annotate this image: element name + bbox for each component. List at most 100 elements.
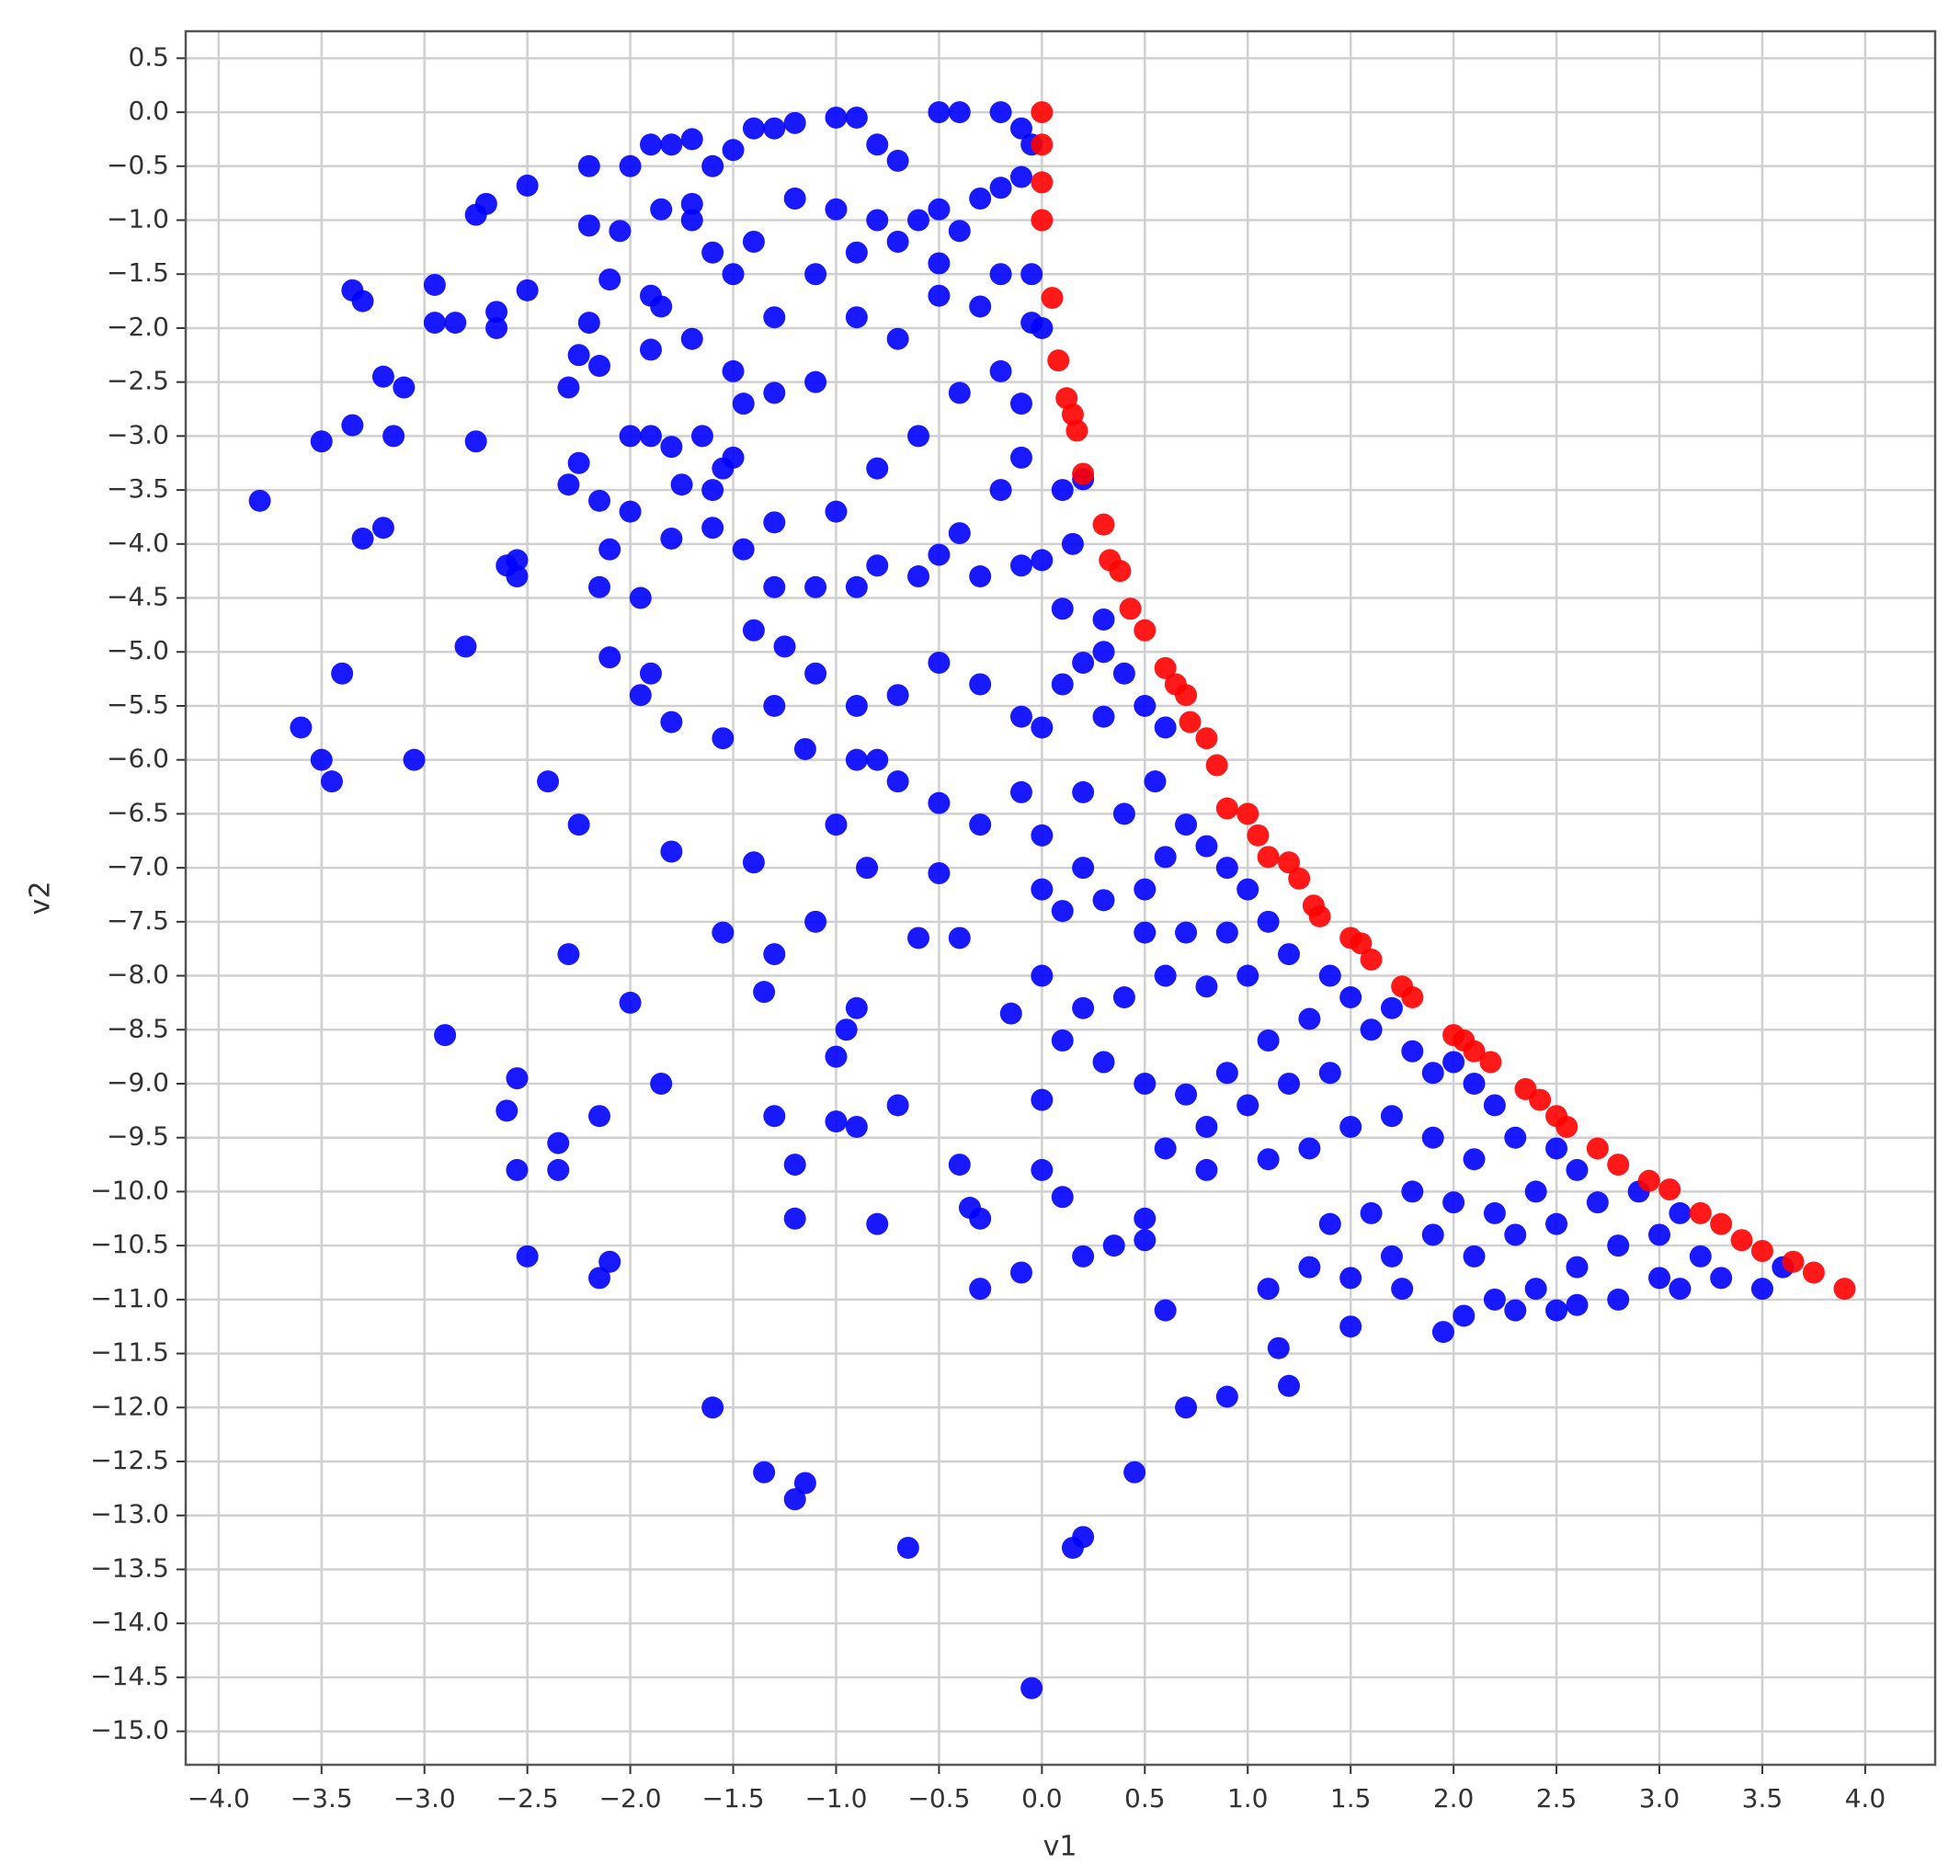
- point: [1134, 1207, 1157, 1230]
- point: [567, 813, 590, 836]
- point: [825, 106, 848, 129]
- point: [1134, 619, 1157, 642]
- point: [866, 209, 889, 232]
- point: [763, 575, 786, 598]
- y-tick-label: −13.0: [90, 1499, 169, 1529]
- point: [567, 344, 590, 367]
- point: [1092, 513, 1115, 536]
- point: [763, 381, 786, 404]
- x-tick-label: −3.5: [291, 1783, 353, 1813]
- point: [1545, 1299, 1568, 1322]
- point: [1061, 532, 1084, 555]
- point: [660, 711, 683, 733]
- point: [1463, 1148, 1486, 1171]
- point: [712, 727, 735, 750]
- point: [969, 295, 992, 318]
- point: [1257, 910, 1280, 933]
- point: [969, 673, 992, 696]
- point: [928, 861, 951, 884]
- point: [1072, 1245, 1095, 1268]
- point: [722, 446, 745, 469]
- point: [1607, 1154, 1630, 1177]
- point: [1134, 694, 1157, 717]
- point: [1298, 1256, 1321, 1279]
- point: [989, 263, 1012, 286]
- point: [1710, 1267, 1733, 1290]
- point: [660, 840, 683, 863]
- point: [1236, 1094, 1259, 1117]
- point: [1401, 1180, 1424, 1203]
- point: [1236, 964, 1259, 987]
- point: [793, 1472, 816, 1495]
- point: [1442, 1051, 1465, 1074]
- point: [1072, 780, 1095, 803]
- point: [1658, 1178, 1681, 1201]
- y-tick-label: 0.0: [128, 96, 169, 126]
- point: [1545, 1137, 1568, 1160]
- point: [1109, 560, 1132, 583]
- point: [485, 301, 508, 324]
- point: [753, 1461, 776, 1484]
- point: [763, 306, 786, 329]
- point: [1175, 813, 1198, 836]
- point: [1051, 1186, 1074, 1209]
- point: [1257, 1278, 1280, 1301]
- point: [506, 1067, 529, 1090]
- point: [1401, 1040, 1424, 1063]
- point: [1463, 1072, 1486, 1095]
- point: [928, 543, 951, 566]
- y-tick-label: −2.0: [107, 312, 169, 342]
- point: [1112, 662, 1135, 685]
- point: [660, 436, 683, 459]
- x-tick-label: −2.0: [599, 1783, 662, 1813]
- point: [907, 927, 930, 949]
- point: [825, 500, 848, 523]
- point: [619, 991, 642, 1014]
- y-tick-label: −10.0: [90, 1175, 169, 1205]
- point: [516, 174, 539, 197]
- point: [1195, 727, 1218, 750]
- point: [1802, 1261, 1825, 1284]
- point: [341, 414, 364, 437]
- point: [1047, 349, 1070, 372]
- point: [783, 188, 806, 210]
- point: [948, 927, 971, 949]
- point: [948, 1154, 971, 1177]
- point: [1504, 1299, 1527, 1322]
- point: [1278, 943, 1301, 966]
- point: [1154, 846, 1177, 869]
- point: [1092, 705, 1115, 728]
- point: [1257, 1029, 1280, 1052]
- x-tick-label: 1.0: [1227, 1783, 1269, 1813]
- y-tick-label: −7.0: [107, 851, 169, 881]
- point: [763, 943, 786, 966]
- point: [969, 188, 992, 210]
- point: [783, 1207, 806, 1230]
- x-tick-label: −2.5: [496, 1783, 559, 1813]
- point: [866, 133, 889, 156]
- point: [804, 370, 827, 393]
- point: [1360, 1201, 1383, 1224]
- y-tick-label: −8.5: [107, 1013, 169, 1043]
- point: [1278, 851, 1301, 874]
- y-tick-label: −14.0: [90, 1607, 169, 1637]
- y-tick-label: −1.5: [107, 257, 169, 288]
- point: [619, 425, 642, 448]
- point: [1479, 1051, 1502, 1074]
- point: [496, 1099, 518, 1122]
- point: [1566, 1158, 1589, 1181]
- point: [1020, 263, 1043, 286]
- point: [1421, 1126, 1444, 1149]
- point: [1647, 1223, 1670, 1246]
- point: [1009, 165, 1032, 188]
- point: [557, 376, 580, 399]
- point: [1179, 711, 1202, 733]
- point: [393, 376, 416, 399]
- point: [804, 575, 827, 598]
- point: [1175, 684, 1198, 707]
- point: [639, 133, 662, 156]
- point: [866, 457, 889, 480]
- point: [1144, 770, 1167, 793]
- y-tick-label: −6.5: [107, 797, 169, 827]
